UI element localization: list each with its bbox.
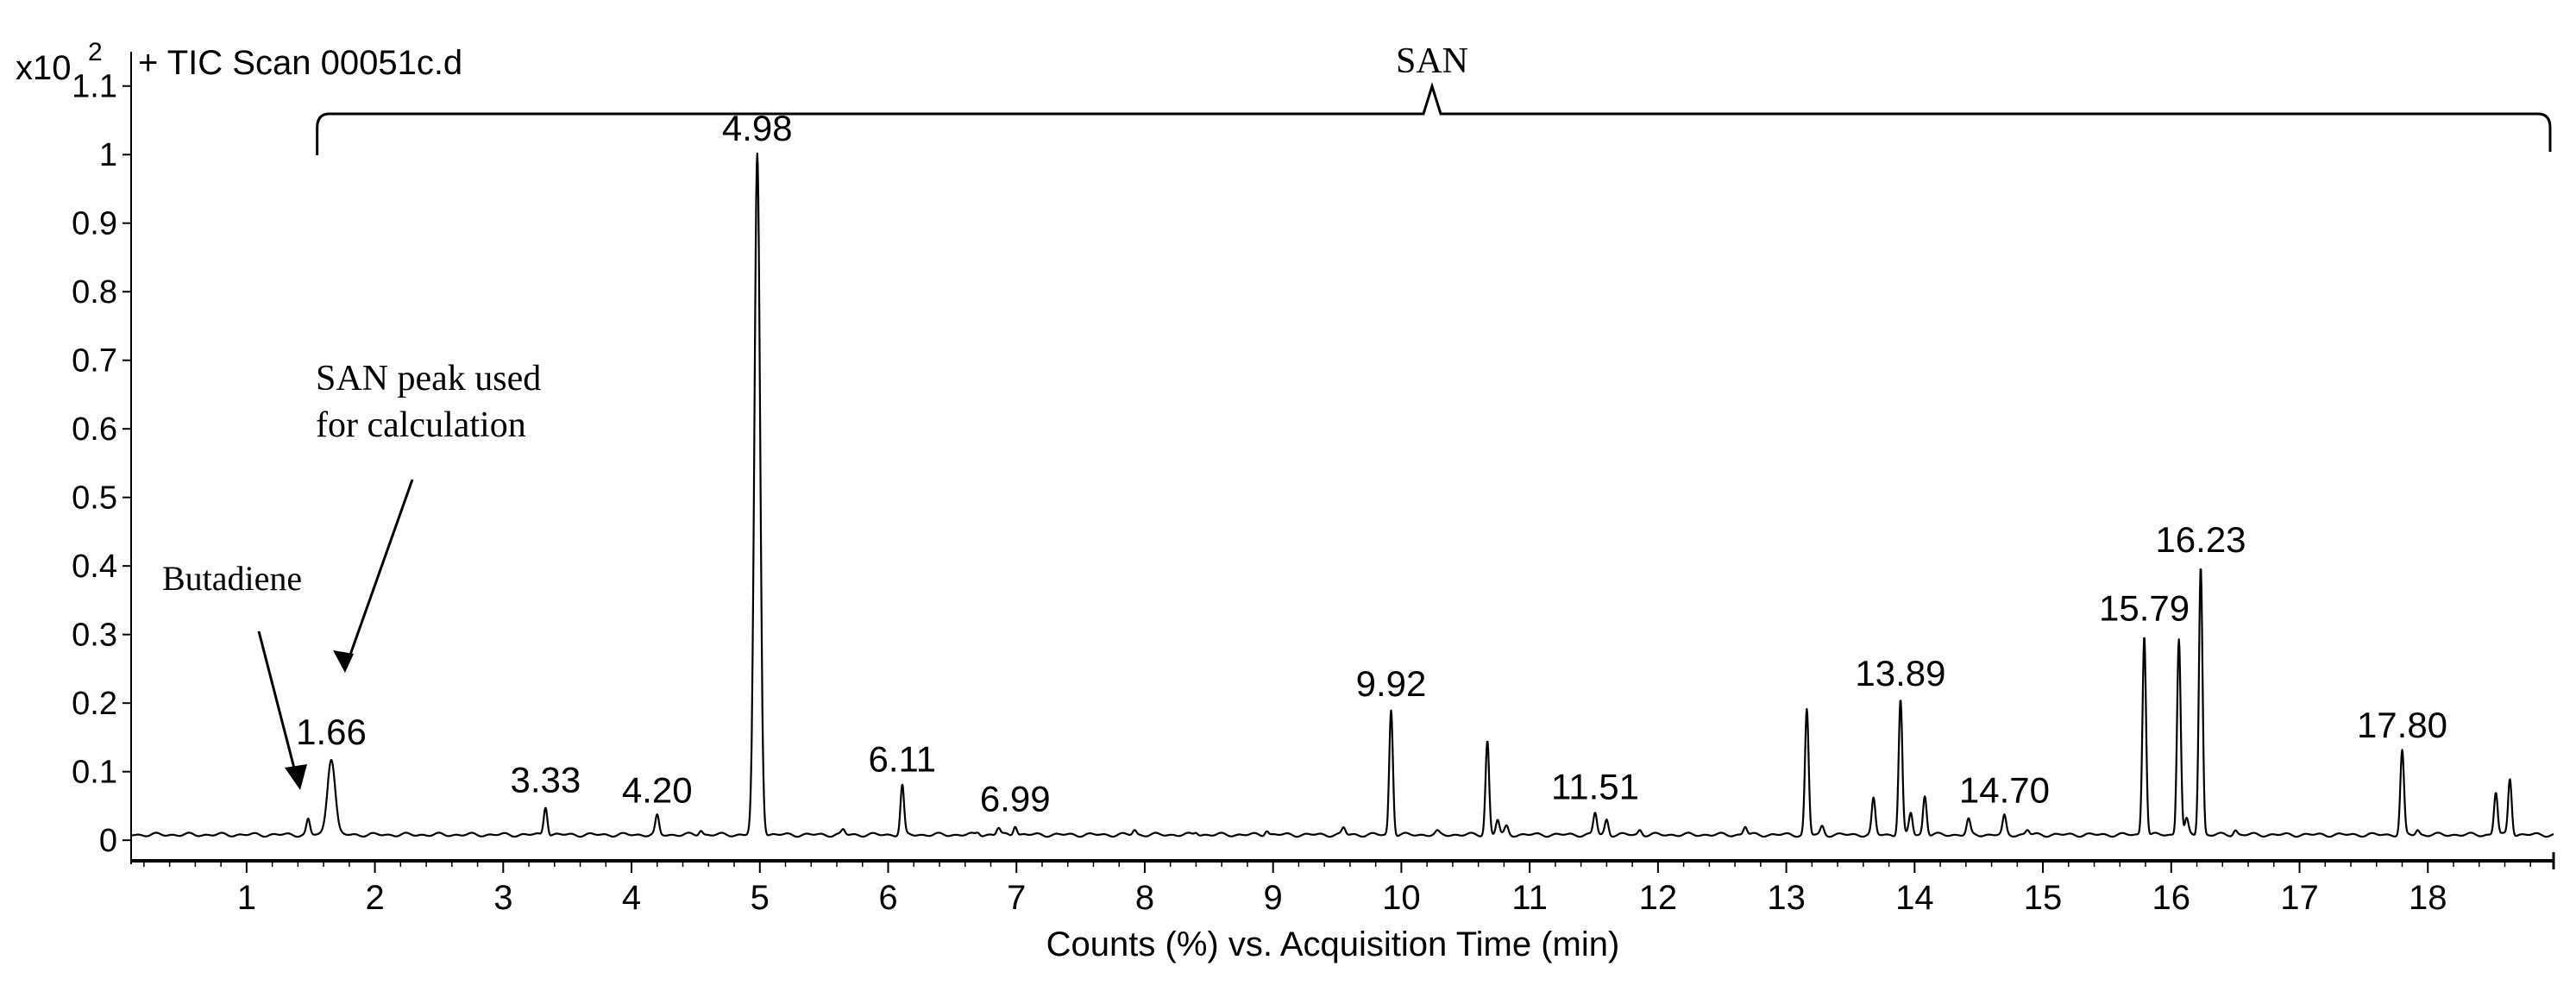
x-tick-label: 17 bbox=[2280, 879, 2319, 917]
y-tick-label: 0.1 bbox=[72, 755, 117, 791]
peak-label: 17.80 bbox=[2357, 705, 2447, 745]
x-tick-label: 4 bbox=[622, 879, 641, 917]
y-tick-label: 0.7 bbox=[72, 343, 117, 380]
y-tick-label: 0.5 bbox=[72, 480, 117, 517]
peak-labels: 1.663.33 4.204.986.116.999.9211.5113.8914… bbox=[296, 108, 2447, 819]
x-tick-label: 8 bbox=[1135, 879, 1154, 917]
x-tick-label: 1 bbox=[237, 879, 256, 917]
y-tick-label: 1.1 bbox=[72, 69, 117, 105]
y-tick-label: 0.6 bbox=[72, 411, 117, 448]
san-peak-arrowhead bbox=[333, 650, 354, 673]
x-tick-label: 3 bbox=[493, 879, 512, 917]
x-tick-label: 9 bbox=[1264, 879, 1283, 917]
y-tick-label: 0.9 bbox=[72, 206, 117, 242]
chart-title: + TIC Scan 00051c.d bbox=[138, 44, 462, 82]
san-bracket-label: SAN bbox=[1396, 41, 1468, 81]
peak-label: 1.66 bbox=[296, 712, 367, 752]
x-tick-label: 14 bbox=[1895, 879, 1934, 917]
y-tick-label: 0.2 bbox=[72, 686, 117, 722]
axes: 00.10.20.30.40.50.60.70.80.911.11 2 3 4 5 6 7 8… bbox=[72, 52, 2555, 917]
peak-label: 6.11 bbox=[869, 739, 937, 780]
y-exponent: 2 bbox=[88, 38, 103, 66]
peak-label: 11.51 bbox=[1551, 766, 1639, 806]
x-tick-label: 6 bbox=[878, 879, 897, 917]
y-multiplier: x10 bbox=[16, 49, 72, 87]
san-peak-arrow bbox=[343, 479, 414, 670]
x-tick-label: 13 bbox=[1767, 879, 1806, 917]
peak-label: 14.70 bbox=[1959, 769, 2050, 810]
peak-label: 6.99 bbox=[980, 779, 1051, 819]
tic-trace bbox=[130, 152, 2554, 838]
x-tick-label: 10 bbox=[1382, 879, 1421, 917]
x-tick-label: 15 bbox=[2024, 879, 2063, 917]
butadiene-arrowhead bbox=[285, 764, 307, 790]
san-bracket bbox=[316, 81, 2552, 155]
tic-trace-line bbox=[130, 152, 2554, 838]
x-axis-label: Counts (%) vs. Acquisition Time (min) bbox=[1046, 925, 1620, 963]
x-tick-label: 7 bbox=[1007, 879, 1026, 917]
butadiene-arrow bbox=[257, 631, 300, 786]
x-tick-label: 5 bbox=[751, 879, 770, 917]
peak-label: 16.23 bbox=[2155, 519, 2246, 560]
x-tick-label: 11 bbox=[1511, 879, 1548, 917]
san-peak-note-line2: for calculation bbox=[316, 405, 526, 445]
san-peak-note-line1: SAN peak used bbox=[316, 359, 541, 398]
y-tick-label: 0.4 bbox=[72, 549, 117, 585]
peak-label: 15.79 bbox=[2099, 588, 2190, 629]
peak-label: 3.33 bbox=[511, 759, 581, 800]
x-tick-label: 16 bbox=[2152, 879, 2191, 917]
y-tick-label: 0.3 bbox=[72, 618, 117, 654]
x-tick-label: 12 bbox=[1639, 879, 1678, 917]
butadiene-note: Butadiene bbox=[162, 559, 302, 598]
x-tick-label: 2 bbox=[365, 879, 384, 917]
annotations bbox=[257, 81, 2552, 790]
y-tick-label: 1 bbox=[99, 137, 117, 173]
x-tick-label: 18 bbox=[2409, 879, 2447, 917]
peak-label: 4.20 bbox=[622, 769, 693, 810]
y-tick-label: 0 bbox=[99, 823, 117, 859]
peak-label: 13.89 bbox=[1855, 653, 1945, 693]
y-tick-label: 0.8 bbox=[72, 274, 117, 311]
peak-label: 9.92 bbox=[1356, 663, 1427, 704]
